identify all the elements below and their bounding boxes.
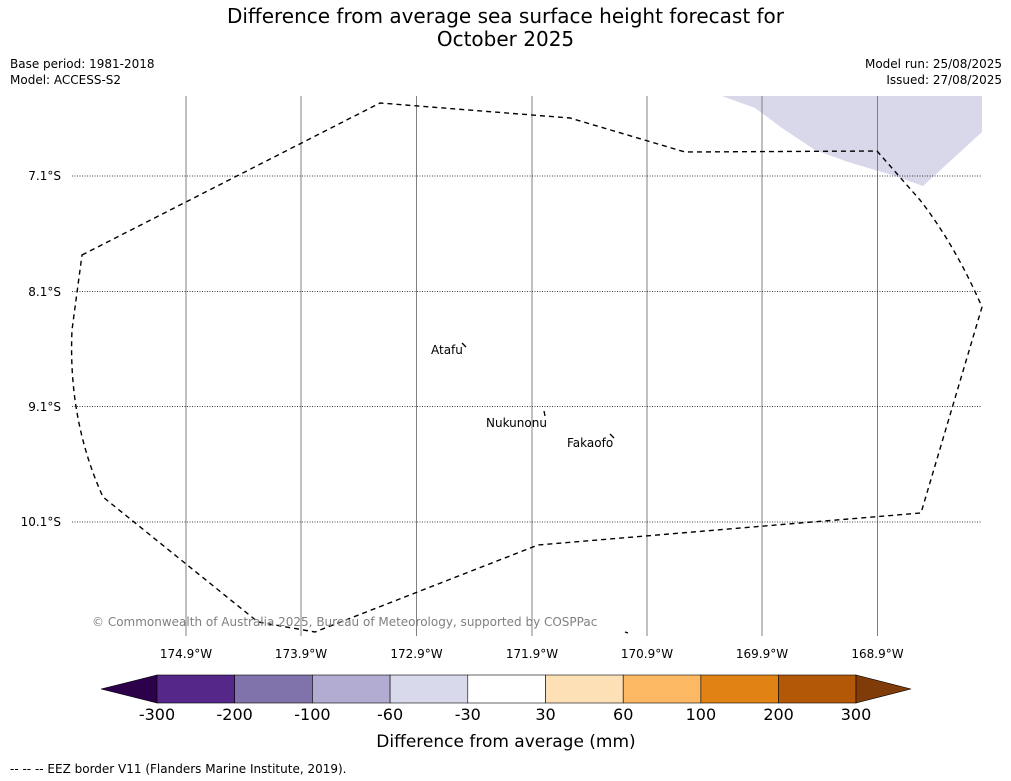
place-fakaofo: Fakaofo	[567, 436, 613, 450]
lon-label: 169.9°W	[736, 647, 788, 661]
info-left: Base period: 1981-2018 Model: ACCESS-S2	[10, 56, 155, 88]
atafu-island-shape	[461, 342, 467, 348]
colorbar-segment	[778, 674, 857, 704]
lon-label: 168.9°W	[851, 647, 903, 661]
lon-label: 173.9°W	[275, 647, 327, 661]
colorbar-tick: 200	[763, 705, 794, 724]
colorbar	[100, 674, 912, 704]
model-name: Model: ACCESS-S2	[10, 73, 122, 87]
colorbar-segment	[545, 674, 624, 704]
parallel-lines	[72, 175, 982, 523]
eez-footnote: -- -- -- EEZ border V11 (Flanders Marine…	[10, 762, 347, 776]
colorbar-segment	[622, 674, 702, 704]
colorbar-extend-right	[855, 674, 912, 704]
title-line-2: October 2025	[436, 27, 575, 51]
place-atafu: Atafu	[431, 343, 463, 357]
meridian-lines	[185, 96, 878, 636]
lat-label: 7.1°S	[28, 169, 61, 183]
colorbar-extend-left	[100, 674, 158, 704]
colorbar-tick: 30	[535, 705, 555, 724]
issued-date: Issued: 27/08/2025	[886, 73, 1002, 87]
lon-label: 171.9°W	[506, 647, 558, 661]
lon-label: 172.9°W	[390, 647, 442, 661]
nukunonu-island-shape	[543, 410, 546, 417]
colorbar-tick: -60	[377, 705, 403, 724]
colorbar-segment	[312, 674, 391, 704]
colorbar-tick: -100	[294, 705, 330, 724]
copyright-notice: © Commonwealth of Australia 2025, Bureau…	[92, 615, 597, 629]
colorbar-segment	[234, 674, 313, 704]
colorbar-title: Difference from average (mm)	[376, 732, 635, 752]
fakaofo-island-shape	[609, 433, 615, 439]
colorbar-tick: 60	[613, 705, 633, 724]
colorbar-tick: -30	[455, 705, 481, 724]
colorbar-segment	[700, 674, 779, 704]
colorbar-segment	[467, 674, 546, 704]
colorbar-tick: -200	[217, 705, 253, 724]
place-nukunonu: Nukunonu	[486, 416, 547, 430]
colorbar-tick: 100	[686, 705, 717, 724]
model-run: Model run: 25/08/2025	[864, 57, 1002, 71]
lon-label: 170.9°W	[621, 647, 673, 661]
colorbar-segment	[389, 674, 469, 704]
shaded-anomaly-region	[722, 96, 982, 186]
lat-label: 8.1°S	[28, 285, 61, 299]
info-right: Model run: 25/08/2025 Issued: 27/08/2025	[865, 56, 1002, 88]
colorbar-tick: -300	[139, 705, 175, 724]
lat-label: 10.1°S	[21, 515, 61, 529]
lon-label: 174.9°W	[160, 647, 212, 661]
islands	[461, 342, 629, 634]
lat-label: 9.1°S	[28, 400, 61, 414]
eez-border	[70, 102, 983, 633]
chart-title: Difference from average sea surface heig…	[0, 5, 1011, 51]
base-period: Base period: 1981-2018	[10, 57, 155, 71]
colorbar-segment	[156, 674, 235, 704]
colorbar-tick: 300	[841, 705, 872, 724]
title-line-1: Difference from average sea surface heig…	[226, 4, 785, 28]
small-islet-shape	[624, 631, 629, 634]
